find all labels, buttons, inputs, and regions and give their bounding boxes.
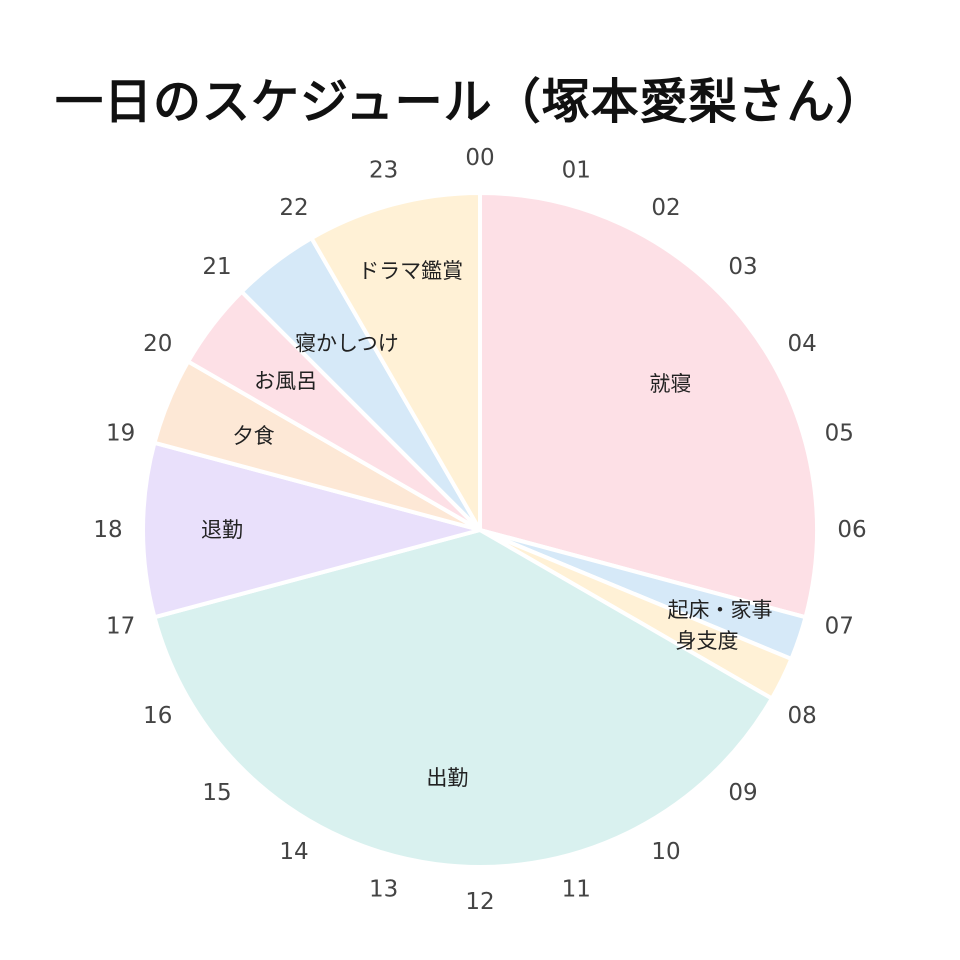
hour-label-23: 23 bbox=[369, 158, 398, 184]
slice-label-3: 出勤 bbox=[426, 766, 468, 790]
hour-label-14: 14 bbox=[279, 839, 308, 865]
hour-label-05: 05 bbox=[825, 421, 854, 447]
slice-label-8: ドラマ鑑賞 bbox=[358, 259, 463, 283]
slice-label-0: 就寝 bbox=[649, 372, 691, 396]
pie-slice-0 bbox=[478, 191, 819, 620]
pie-slices bbox=[140, 191, 819, 869]
slice-label-2: 身支度 bbox=[676, 629, 739, 653]
pie-slice-8 bbox=[309, 191, 482, 532]
hour-label-13: 13 bbox=[369, 876, 398, 902]
hour-label-02: 02 bbox=[651, 195, 680, 221]
chart-title: 一日のスケジュール（塚本愛梨さん） bbox=[55, 74, 885, 130]
hour-label-18: 18 bbox=[93, 517, 122, 543]
hour-label-11: 11 bbox=[562, 876, 591, 902]
hour-label-06: 06 bbox=[837, 517, 866, 543]
hour-label-22: 22 bbox=[279, 195, 308, 221]
hour-label-12: 12 bbox=[465, 889, 494, 915]
hour-label-16: 16 bbox=[143, 703, 172, 729]
hour-label-21: 21 bbox=[202, 254, 231, 280]
hour-label-17: 17 bbox=[106, 613, 135, 639]
slice-label-4: 退勤 bbox=[201, 518, 243, 542]
slice-label-5: 夕食 bbox=[233, 424, 275, 448]
hour-label-08: 08 bbox=[788, 703, 817, 729]
hour-label-15: 15 bbox=[202, 780, 231, 806]
hour-label-01: 01 bbox=[562, 158, 591, 184]
hour-label-09: 09 bbox=[728, 780, 757, 806]
hour-label-10: 10 bbox=[651, 839, 680, 865]
hour-label-20: 20 bbox=[143, 331, 172, 357]
hour-label-07: 07 bbox=[825, 613, 854, 639]
hour-label-00: 00 bbox=[465, 145, 494, 171]
slice-label-1: 起床・家事 bbox=[668, 598, 773, 622]
slice-label-7: 寝かしつけ bbox=[295, 332, 399, 356]
pie-slice-3 bbox=[152, 528, 774, 869]
hour-label-03: 03 bbox=[728, 254, 757, 280]
hour-labels: 00 01 02 03 04 05 06 07 08 09 10 11 12 13 14 15 16 17 18 19… bbox=[93, 145, 866, 915]
pie-slice-4 bbox=[140, 440, 482, 620]
hour-label-04: 04 bbox=[788, 331, 817, 357]
slice-label-6: お風呂 bbox=[254, 369, 317, 393]
hour-label-19: 19 bbox=[106, 421, 135, 447]
